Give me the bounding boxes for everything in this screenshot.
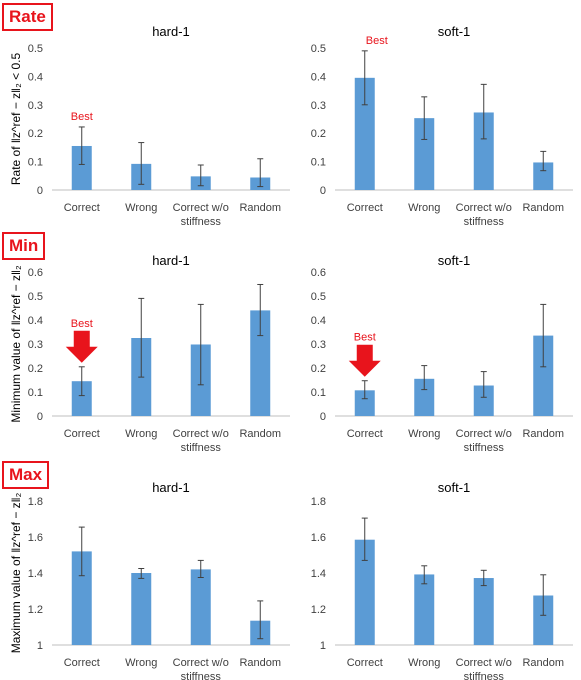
chart-1-category-label-4: Random — [239, 202, 281, 214]
chart-3-ytick-label: 0 — [37, 411, 43, 423]
chart-3-ytick-label: 0.5 — [28, 291, 43, 303]
chart-3-category-label-4: Random — [239, 428, 281, 440]
chart-4-bar-2 — [414, 378, 435, 416]
section-tag-min: Min — [2, 232, 46, 260]
chart-5-ytick-label: 1.4 — [28, 568, 43, 580]
chart-3-bar-4 — [250, 310, 271, 416]
chart-6-category-label-1: Correct — [347, 657, 383, 669]
chart-1-ytick-label: 0.2 — [28, 128, 43, 140]
chart-2-ytick-label: 0 — [320, 185, 326, 197]
chart-2-title: soft-1 — [438, 24, 471, 39]
chart-3-annotation: Best — [71, 318, 93, 330]
chart-6-ytick-label: 1.4 — [311, 568, 326, 580]
chart-1-category-label-3: Correct w/o stiffness — [173, 202, 229, 228]
chart-5-bar-1 — [71, 551, 92, 645]
chart-1-category-label-2: Wrong — [125, 202, 157, 214]
chart-1-ytick-label: 0.4 — [28, 71, 43, 83]
chart-3-title: hard-1 — [152, 253, 190, 268]
chart-2-category-label-4: Random — [522, 202, 564, 214]
chart-2-annotation: Best — [366, 35, 388, 47]
chart-5-title: hard-1 — [152, 480, 190, 495]
chart-4-ytick-label: 0.5 — [311, 291, 326, 303]
chart-2-ytick-label: 0.5 — [311, 43, 326, 55]
section-tag-max: Max — [2, 461, 50, 489]
chart-4-category-label-1: Correct — [347, 428, 383, 440]
chart-6-category-label-3: Correct w/o stiffness — [456, 657, 512, 680]
chart-3-category-label-2: Wrong — [125, 428, 157, 440]
section-3-ylabel: Maximum value of ‖z^ref − z‖₂ — [9, 492, 23, 653]
chart-4-title: soft-1 — [438, 253, 471, 268]
chart-2-ytick-label: 0.1 — [311, 157, 326, 169]
chart-1-category-label-1: Correct — [64, 202, 100, 214]
section-2-ylabel: Minimum value of ‖z^ref − z‖₂ — [9, 265, 23, 423]
chart-2-bar-3 — [473, 112, 494, 190]
chart-4-best-arrow-icon — [348, 344, 381, 377]
chart-6-bar-3 — [473, 578, 494, 645]
chart-2-category-label-2: Wrong — [408, 202, 440, 214]
chart-5-bar-2 — [131, 573, 152, 645]
chart-1-annotation: Best — [71, 111, 93, 123]
chart-6-category-label-4: Random — [522, 657, 564, 669]
chart-6-title: soft-1 — [438, 480, 471, 495]
chart-2-bar-2 — [414, 118, 435, 190]
section-1-ylabel: Rate of ‖z^ref − z‖₂ < 0.5 — [9, 53, 23, 186]
chart-1-ytick-label: 0.3 — [28, 100, 43, 112]
chart-5-bar-3 — [190, 569, 211, 645]
chart-2-ytick-label: 0.4 — [311, 71, 326, 83]
chart-6-ytick-label: 1.6 — [311, 532, 326, 544]
chart-6-ytick-label: 1 — [320, 640, 326, 652]
chart-3-category-label-1: Correct — [64, 428, 100, 440]
chart-4-ytick-label: 0.4 — [311, 315, 326, 327]
section-tag-rate: Rate — [2, 3, 53, 31]
chart-4-bar-4 — [533, 335, 554, 416]
chart-5-ytick-label: 1.8 — [28, 496, 43, 508]
chart-6-ytick-label: 1.8 — [311, 496, 326, 508]
chart-6-bar-4 — [533, 595, 554, 645]
chart-4-ytick-label: 0.1 — [311, 387, 326, 399]
chart-2-category-label-3: Correct w/o stiffness — [456, 202, 512, 228]
chart-1-bar-1 — [71, 145, 92, 190]
chart-1-title: hard-1 — [152, 24, 190, 39]
chart-5-category-label-2: Wrong — [125, 657, 157, 669]
chart-1-ytick-label: 0.5 — [28, 43, 43, 55]
chart-2-bar-1 — [354, 77, 375, 190]
chart-5-category-label-4: Random — [239, 657, 281, 669]
chart-2-bar-4 — [533, 162, 554, 190]
chart-5-ytick-label: 1 — [37, 640, 43, 652]
chart-4-bar-1 — [354, 390, 375, 416]
chart-1-ytick-label: 0 — [37, 185, 43, 197]
chart-2-ytick-label: 0.3 — [311, 100, 326, 112]
chart-2-ytick-label: 0.2 — [311, 128, 326, 140]
chart-3-ytick-label: 0.2 — [28, 363, 43, 375]
chart-3-ytick-label: 0.3 — [28, 339, 43, 351]
chart-4-ytick-label: 0.6 — [311, 267, 326, 279]
chart-2-category-label-1: Correct — [347, 202, 383, 214]
chart-6-category-label-2: Wrong — [408, 657, 440, 669]
chart-4-ytick-label: 0 — [320, 411, 326, 423]
chart-4-annotation: Best — [354, 332, 376, 344]
chart-5-ytick-label: 1.2 — [28, 604, 43, 616]
chart-4-bar-3 — [473, 385, 494, 416]
chart-1-ytick-label: 0.1 — [28, 157, 43, 169]
chart-5-category-label-3: Correct w/o stiffness — [173, 657, 229, 680]
chart-6-ytick-label: 1.2 — [311, 604, 326, 616]
chart-6-bar-2 — [414, 574, 435, 645]
chart-3-category-label-3: Correct w/o stiffness — [173, 428, 229, 454]
chart-4-ytick-label: 0.2 — [311, 363, 326, 375]
chart-4-category-label-2: Wrong — [408, 428, 440, 440]
chart-4-category-label-4: Random — [522, 428, 564, 440]
chart-3-best-arrow-icon — [65, 330, 98, 363]
chart-3-ytick-label: 0.6 — [28, 267, 43, 279]
chart-4-category-label-3: Correct w/o stiffness — [456, 428, 512, 454]
chart-3-ytick-label: 0.4 — [28, 315, 43, 327]
chart-6-bar-1 — [354, 539, 375, 645]
chart-3-bar-1 — [71, 381, 92, 416]
chart-3-ytick-label: 0.1 — [28, 387, 43, 399]
chart-4-ytick-label: 0.3 — [311, 339, 326, 351]
chart-5-ytick-label: 1.6 — [28, 532, 43, 544]
chart-5-category-label-1: Correct — [64, 657, 100, 669]
